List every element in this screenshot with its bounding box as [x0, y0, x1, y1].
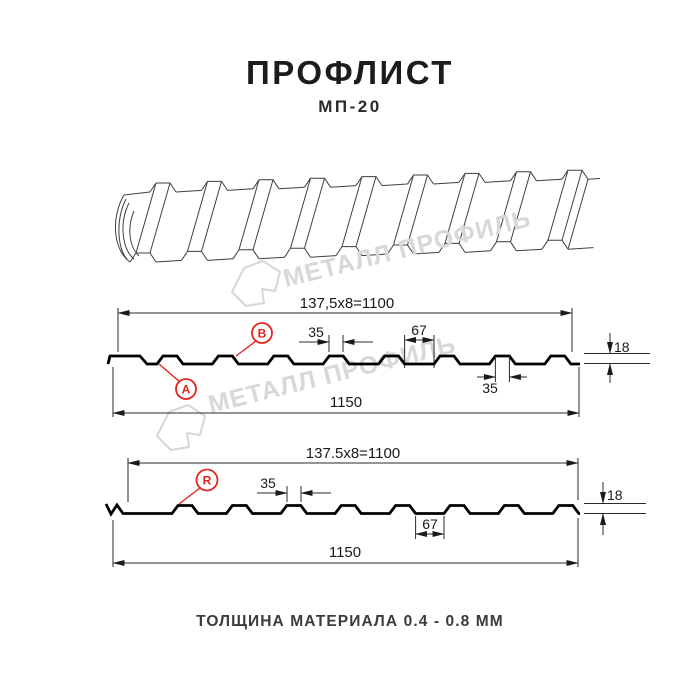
material-thickness-note: ТОЛЩИНА МАТЕРИАЛА 0.4 - 0.8 ММ [196, 613, 504, 630]
dim-rib-top-label: 35 [308, 324, 324, 340]
marker-a-circle [175, 378, 197, 400]
dim-width-label: 1150 [330, 394, 362, 411]
dim-rib-bottom-label: 35 [482, 380, 498, 396]
marker-b-circle [251, 322, 273, 344]
profile-model-subtitle: МП-20 [318, 97, 382, 116]
profile-outline [104, 502, 580, 517]
marker-b-label: B [258, 327, 267, 341]
brand-logo-icon [231, 260, 281, 307]
dim-valley-label: 67 [411, 322, 427, 338]
cross-section-diagram-front: 137,5x8=1100 35 67 18 35 1150 [106, 295, 650, 417]
dim-rib-top-label: 35 [260, 475, 276, 491]
dim-pitch-label: 137.5x8=1100 [306, 445, 400, 462]
marker-r-circle [195, 468, 219, 492]
profile-3d-illustration [114, 169, 600, 263]
marker-a-label: A [182, 383, 191, 397]
dim-height-label: 18 [614, 339, 630, 355]
cross-section-diagram-reverse: 137.5x8=1100 35 67 18 1150 R [104, 445, 646, 567]
brand-logo-icon [156, 404, 206, 451]
dim-valley-label: 67 [422, 516, 438, 532]
dim-pitch-label: 137,5x8=1100 [300, 295, 394, 312]
dim-width-label: 1150 [329, 544, 361, 561]
page-title: ПРОФЛИСТ [246, 54, 454, 91]
dim-height-label: 18 [607, 487, 623, 503]
marker-r-label: R [203, 474, 212, 488]
